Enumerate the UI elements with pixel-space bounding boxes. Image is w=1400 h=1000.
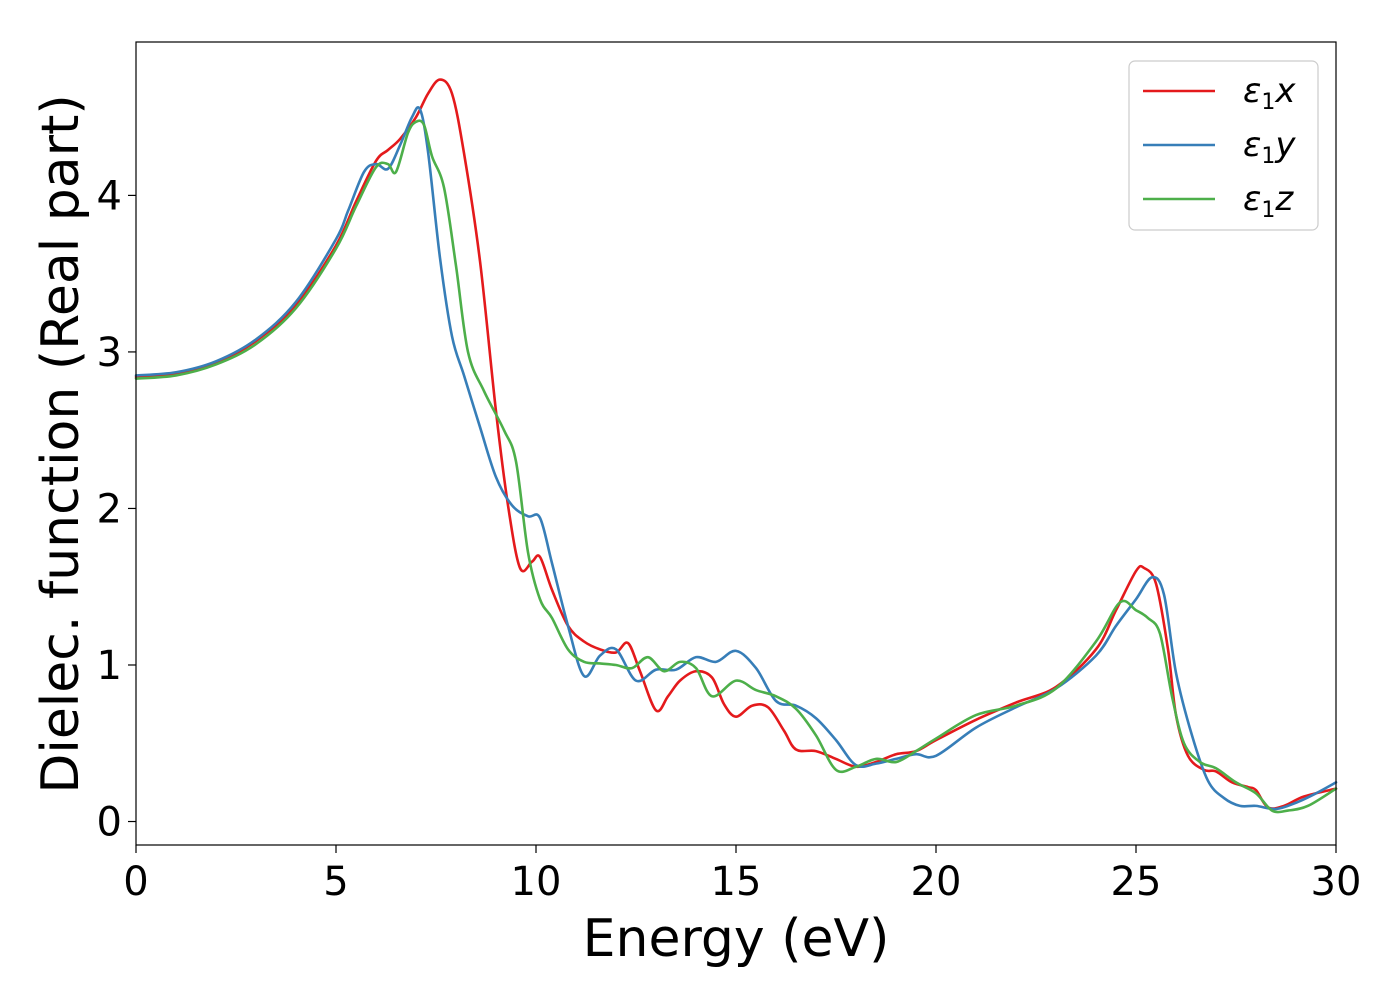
series-line-2	[134, 105, 1338, 811]
series-layer	[134, 78, 1338, 814]
x-tick-label: 0	[123, 859, 148, 905]
legend-label-base: ε	[1243, 71, 1261, 111]
legend-label-sub: 1	[1261, 144, 1275, 169]
x-tick-label: 30	[1311, 859, 1362, 905]
legend-label-suffix: z	[1274, 179, 1294, 219]
y-axis-title: Dielec. function (Real part)	[31, 94, 91, 793]
x-tick-label: 10	[511, 859, 562, 905]
y-tick-label: 1	[97, 643, 122, 689]
legend-label-sub: 1	[1261, 198, 1275, 223]
legend-label-2: ε1y	[1243, 125, 1296, 169]
y-tick-label: 3	[97, 330, 122, 376]
legend-label-suffix: x	[1274, 71, 1296, 111]
legend-label-sub: 1	[1261, 90, 1275, 115]
x-tick-label: 5	[323, 859, 348, 905]
legend-label-base: ε	[1243, 179, 1261, 219]
x-tick-label: 20	[911, 859, 962, 905]
series-line-1	[134, 78, 1338, 810]
legend-box	[1128, 60, 1319, 231]
y-tick-label: 4	[97, 173, 122, 219]
x-tick-label: 25	[1111, 859, 1162, 905]
x-tick-label: 15	[711, 859, 762, 905]
legend-label-suffix: y	[1274, 125, 1296, 165]
y-tick-label: 0	[97, 800, 122, 846]
legend-label-3: ε1z	[1243, 179, 1294, 223]
x-axis-title: Energy (eV)	[583, 909, 890, 969]
legend-label-1: ε1x	[1243, 71, 1296, 115]
legend-label-base: ε	[1243, 125, 1261, 165]
y-tick-label: 2	[97, 486, 122, 532]
ticks-layer: 0 5 10 15 20 25 30 0 1 2 3 4	[97, 173, 1362, 905]
series-line-3	[134, 119, 1338, 814]
